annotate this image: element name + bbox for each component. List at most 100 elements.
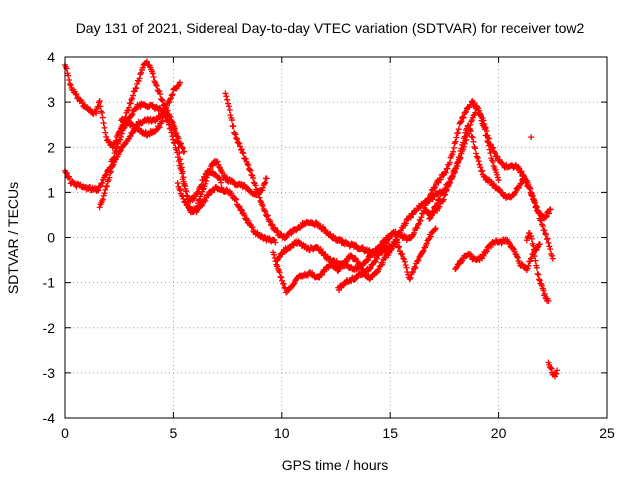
data-point — [528, 233, 535, 240]
data-point — [248, 171, 255, 178]
data-point — [101, 124, 108, 131]
data-point — [155, 124, 162, 131]
data-point — [173, 137, 180, 144]
data-point — [149, 70, 156, 77]
data-point — [164, 111, 171, 118]
series-track-c — [96, 107, 270, 216]
data-point — [254, 188, 261, 195]
data-point — [277, 230, 284, 237]
data-point — [452, 138, 459, 145]
data-point — [461, 140, 468, 147]
data-point — [223, 93, 230, 100]
data-point — [463, 136, 470, 143]
data-point — [518, 168, 525, 175]
data-point — [160, 112, 167, 119]
data-point — [93, 110, 100, 117]
data-point — [178, 144, 185, 151]
data-point — [401, 258, 408, 265]
data-point — [133, 85, 140, 92]
data-point — [423, 240, 430, 247]
y-tick-label: 2 — [47, 139, 55, 155]
data-point — [536, 277, 543, 284]
data-point — [174, 138, 181, 145]
data-point — [199, 186, 206, 193]
data-point — [475, 158, 482, 165]
data-point — [540, 287, 547, 294]
series-track-d — [174, 180, 279, 246]
data-point — [387, 233, 394, 240]
data-point — [222, 90, 229, 97]
data-point — [535, 210, 542, 217]
data-point — [367, 265, 374, 272]
data-points — [62, 58, 561, 380]
data-point — [541, 290, 548, 297]
series-track-i — [335, 233, 394, 294]
data-point — [159, 97, 166, 104]
data-point — [245, 162, 252, 169]
data-point — [182, 188, 189, 195]
data-point — [542, 214, 549, 221]
data-point — [233, 136, 240, 143]
data-point — [348, 252, 355, 259]
data-point — [96, 98, 103, 105]
x-tick-label: 20 — [491, 425, 507, 441]
data-point — [538, 217, 545, 224]
data-point — [203, 177, 210, 184]
x-tick-label: 25 — [599, 425, 615, 441]
data-point — [455, 126, 462, 133]
data-point — [279, 277, 286, 284]
data-point — [402, 220, 409, 227]
data-point — [129, 95, 136, 102]
data-point — [65, 72, 72, 79]
x-tick-label: 5 — [170, 425, 178, 441]
data-point — [254, 229, 261, 236]
data-point — [532, 257, 539, 264]
data-point — [531, 246, 538, 253]
data-point — [490, 144, 497, 151]
series-track-g — [270, 225, 439, 296]
data-point — [534, 270, 541, 277]
data-point — [518, 180, 525, 187]
data-point — [472, 109, 479, 116]
data-point — [379, 259, 386, 266]
data-point — [198, 202, 205, 209]
data-point — [156, 88, 163, 95]
data-point — [278, 274, 285, 281]
data-point — [419, 248, 426, 255]
data-point — [97, 103, 104, 110]
data-point — [459, 257, 466, 264]
data-point — [466, 125, 473, 132]
data-point — [411, 264, 418, 271]
data-point — [521, 173, 528, 180]
data-point — [135, 78, 142, 85]
data-point — [548, 365, 555, 372]
data-point — [170, 126, 177, 133]
data-point — [241, 212, 248, 219]
data-point — [401, 256, 408, 263]
data-point — [199, 202, 206, 209]
data-point — [178, 164, 185, 171]
data-point — [444, 183, 451, 190]
data-point — [549, 255, 556, 262]
series-track-a — [62, 58, 188, 155]
data-point — [171, 127, 178, 134]
data-point — [225, 103, 232, 110]
data-point — [259, 203, 266, 210]
data-point — [204, 172, 211, 179]
data-point — [102, 186, 109, 193]
data-point — [118, 133, 125, 140]
data-point — [541, 227, 548, 234]
data-point — [415, 221, 422, 228]
data-point — [66, 76, 73, 83]
data-point — [272, 239, 279, 246]
data-point — [114, 143, 121, 150]
data-point — [181, 148, 188, 155]
data-point — [182, 183, 189, 190]
x-tick-labels: 0 5 10 15 20 25 — [61, 425, 615, 441]
data-point — [440, 196, 447, 203]
data-point — [244, 160, 251, 167]
data-point — [177, 187, 184, 194]
series-track-k — [421, 103, 556, 262]
data-point — [527, 258, 534, 265]
